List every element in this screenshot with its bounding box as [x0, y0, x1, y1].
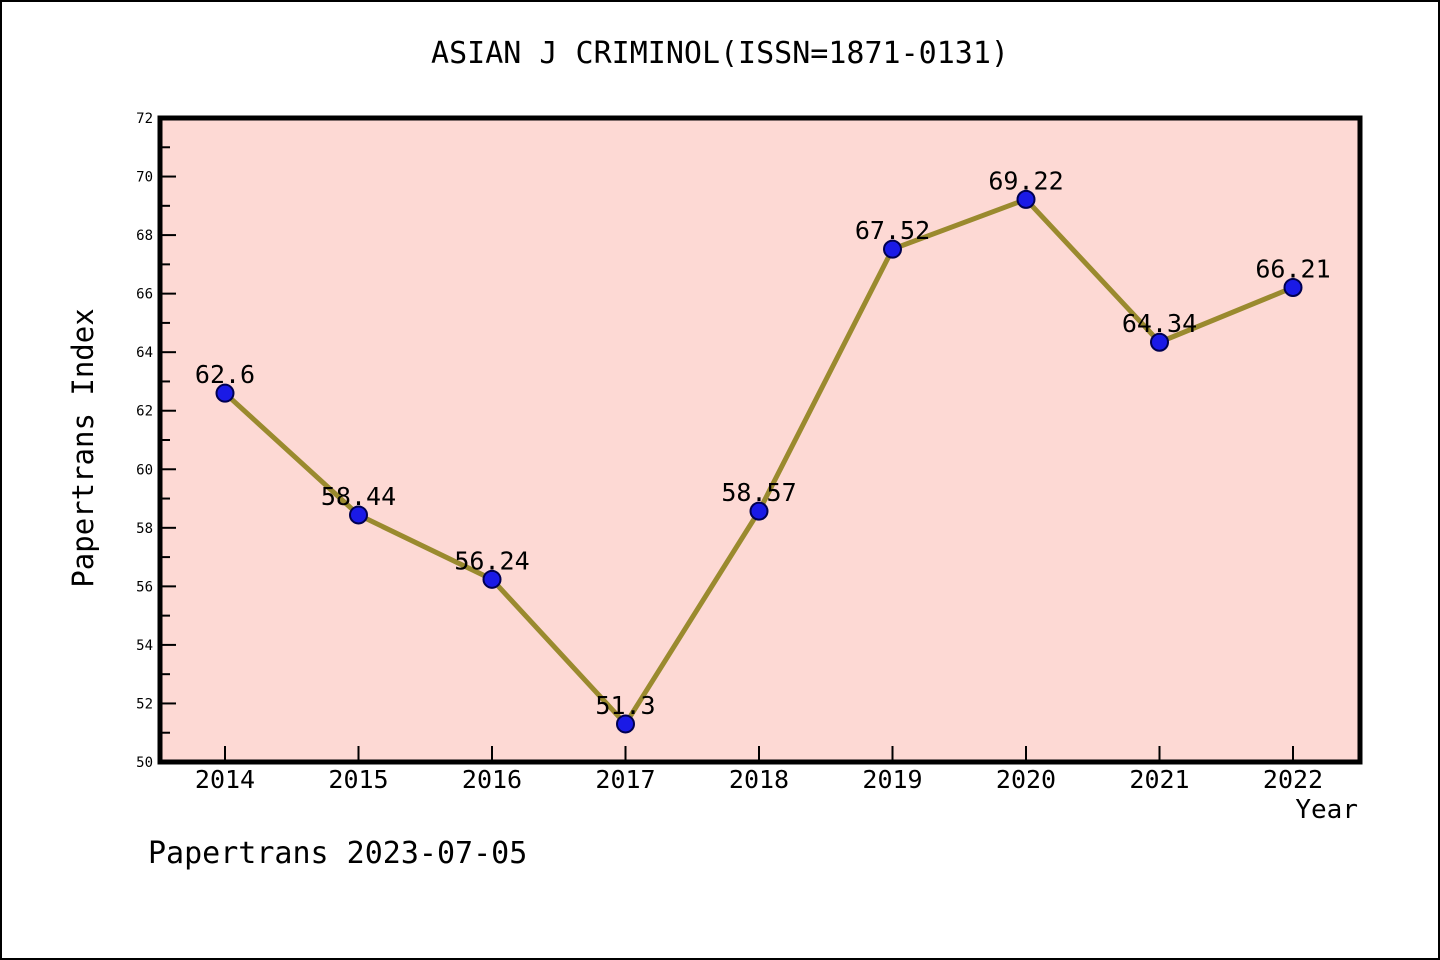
y-axis-tick-label: 50: [136, 755, 153, 771]
x-axis-tick-label: 2016: [462, 765, 522, 794]
y-axis-tick-label: 72: [136, 111, 153, 127]
y-axis-tick-label: 56: [136, 579, 153, 595]
x-axis-tick-label: 2017: [595, 765, 655, 794]
y-axis-tick-label: 54: [136, 638, 153, 654]
data-point: [349, 505, 368, 525]
x-axis-tick-label: 2015: [328, 765, 388, 794]
y-axis-tick-label: 62: [136, 404, 153, 420]
x-axis-tick-label: 2020: [996, 765, 1056, 794]
data-point: [1283, 277, 1303, 297]
y-axis-tick-label: 52: [136, 696, 153, 712]
data-point: [616, 714, 635, 734]
y-axis-tick-label: 70: [136, 170, 153, 186]
y-axis-tick-label: 68: [136, 228, 153, 244]
x-axis-tick-label: 2019: [862, 765, 922, 794]
y-axis-tick-label: 64: [136, 345, 153, 361]
data-point: [749, 501, 769, 521]
y-axis-tick-label: 66: [136, 287, 153, 303]
x-axis-title: Year: [1295, 795, 1358, 825]
data-point: [482, 569, 502, 589]
data-point: [215, 383, 235, 403]
plot-frame: [157, 115, 1363, 765]
data-point: [883, 239, 902, 259]
y-axis-tick-label: 60: [136, 462, 153, 478]
data-point: [1016, 189, 1036, 209]
y-axis-tick-label: 58: [136, 521, 153, 537]
footer-text: Papertrans 2023-07-05: [148, 836, 528, 871]
x-axis-tick-label: 2021: [1129, 765, 1189, 794]
plot-area: [160, 118, 1360, 762]
x-axis-tick-label: 2018: [729, 765, 789, 794]
data-point: [1150, 332, 1169, 352]
x-axis-tick-label: 2022: [1263, 765, 1323, 794]
chart-title: ASIAN J CRIMINOL(ISSN=1871-0131): [431, 36, 1009, 71]
x-axis-tick-label: 2014: [195, 765, 255, 794]
